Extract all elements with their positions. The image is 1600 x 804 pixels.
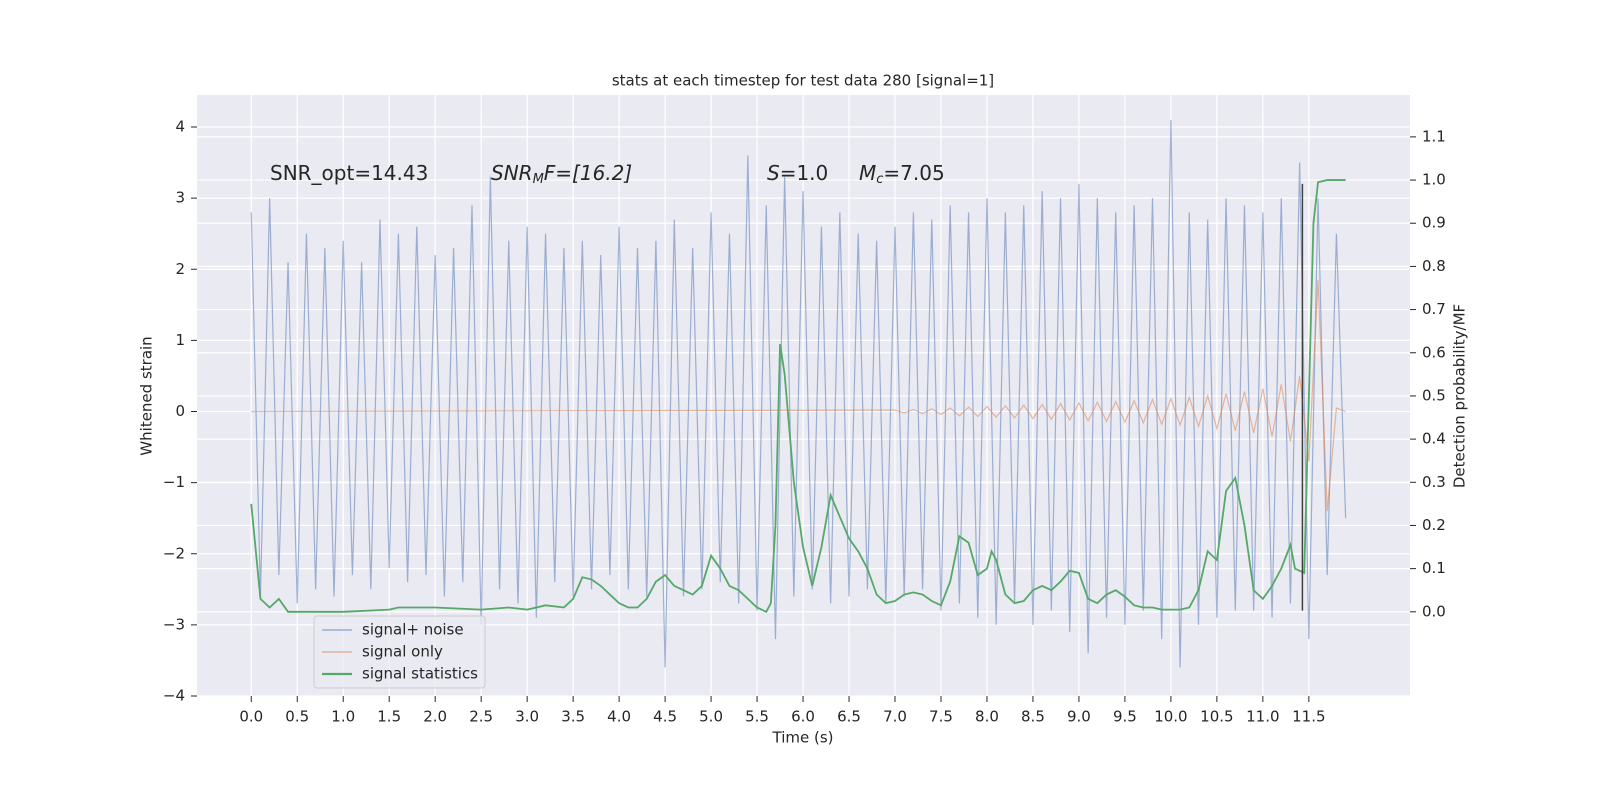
annotation-text: =7.05: [883, 161, 944, 185]
series-line: [251, 279, 1346, 512]
x-tick-label: 5.0: [699, 708, 723, 726]
y-tick-label: 3: [175, 189, 185, 207]
y2-axis-label: Detection probability/MF: [1451, 304, 1469, 488]
annotation-text: S: [767, 161, 780, 185]
x-tick-label: 3.5: [561, 708, 585, 726]
y2-tick-label: 1.1: [1422, 127, 1446, 145]
annotation-text: M: [859, 161, 876, 185]
annotation-sub: c: [876, 172, 883, 187]
y2-tick-label: 0.3: [1422, 473, 1446, 491]
y2-tick-label: 0.4: [1422, 430, 1446, 448]
x-tick-label: 4.5: [653, 708, 677, 726]
x-tick-label: 11.0: [1246, 708, 1279, 726]
series-line: [250, 179, 1346, 613]
y-axis-label: Whitened strain: [138, 336, 156, 455]
y2-tick-label: 0.6: [1422, 343, 1446, 361]
legend-box: [313, 615, 486, 689]
y-tick-label: −1: [163, 473, 185, 491]
annotation-text: SNR: [491, 161, 533, 185]
x-tick-label: 6.5: [837, 708, 861, 726]
axes: 0.0 0.5 1.0 1.5 2.0 2.5 3.0 3.5 4.0 4.5 5.0 5.5 6.0 6…: [163, 118, 1446, 726]
x-axis-label: Time (s): [772, 729, 834, 747]
x-tick-label: 1.0: [331, 708, 355, 726]
x-tick-label: 9.5: [1113, 708, 1137, 726]
x-tick-label: 8.0: [975, 708, 999, 726]
chart-title: stats at each timestep for test data 280…: [612, 72, 994, 90]
x-tick-label: 11.5: [1292, 708, 1325, 726]
annotation: S=1.0: [767, 161, 828, 185]
annotation: Mc=7.05: [859, 161, 945, 187]
legend-label: signal+ noise: [362, 621, 464, 639]
x-tick-label: 0.0: [239, 708, 263, 726]
y2-tick-label: 0.2: [1422, 516, 1446, 534]
annotation-text: SNR_opt=14.43: [270, 161, 428, 185]
x-tick-label: 5.5: [745, 708, 769, 726]
x-tick-label: 10.0: [1154, 708, 1187, 726]
x-tick-label: 7.5: [929, 708, 953, 726]
y2-tick-label: 1.0: [1422, 171, 1446, 189]
y2-tick-label: 0.0: [1422, 602, 1446, 620]
legend-label: signal statistics: [362, 665, 478, 683]
annotation-text: =1.0: [780, 161, 829, 185]
x-tick-label: 3.0: [515, 708, 539, 726]
x-tick-label: 0.5: [285, 708, 309, 726]
annotation: SNRMF=[16.2]: [491, 161, 632, 187]
legend: signal+ noise signal only signal statistic…: [313, 615, 486, 689]
y2-tick-label: 0.7: [1422, 300, 1446, 318]
y-tick-label: 4: [175, 118, 185, 136]
y-tick-label: −3: [163, 615, 185, 633]
x-tick-label: 1.5: [377, 708, 401, 726]
annotation-text: F=[16.2]: [544, 161, 632, 185]
x-tick-label: 4.0: [607, 708, 631, 726]
marks: [250, 119, 1347, 668]
y-tick-label: 1: [175, 331, 185, 349]
x-tick-label: 9.0: [1067, 708, 1091, 726]
x-tick-label: 6.0: [791, 708, 815, 726]
x-tick-label: 2.0: [423, 708, 447, 726]
y2-tick-label: 0.8: [1422, 257, 1446, 275]
annotation-sub: M: [533, 172, 544, 187]
x-tick-label: 7.0: [883, 708, 907, 726]
y2-tick-label: 0.5: [1422, 386, 1446, 404]
x-tick-label: 2.5: [469, 708, 493, 726]
annotation: SNR_opt=14.43: [270, 161, 428, 185]
y2-tick-label: 0.1: [1422, 559, 1446, 577]
x-tick-label: 10.5: [1200, 708, 1233, 726]
y-tick-label: 2: [175, 260, 185, 278]
y-tick-label: 0: [175, 402, 185, 420]
y-tick-label: −2: [163, 544, 185, 562]
y2-tick-label: 0.9: [1422, 214, 1446, 232]
y-tick-label: −4: [163, 687, 185, 705]
series-line: [250, 119, 1347, 668]
x-tick-label: 8.5: [1021, 708, 1045, 726]
legend-label: signal only: [362, 643, 443, 661]
